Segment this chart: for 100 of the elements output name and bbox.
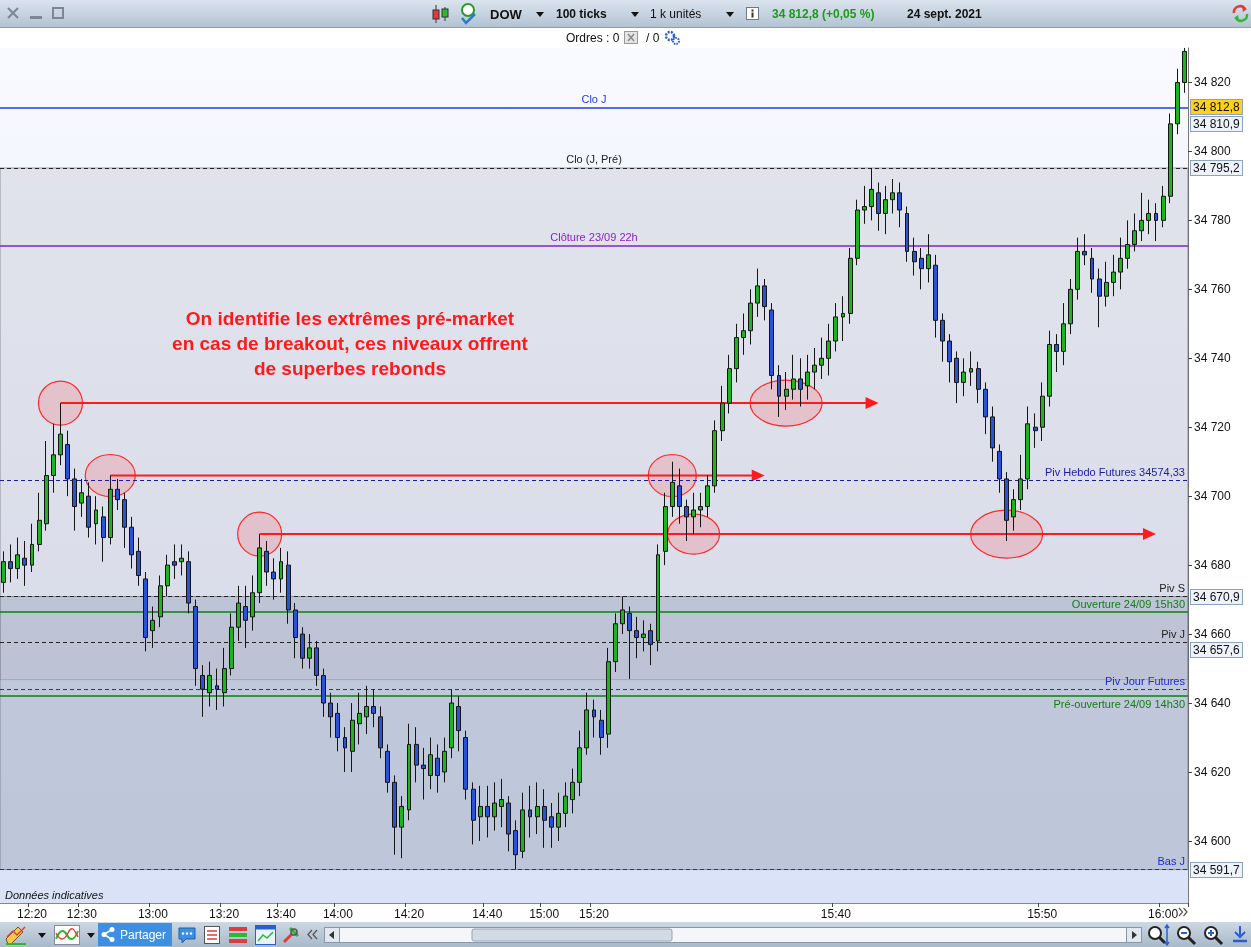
candlestick bbox=[1061, 302, 1066, 366]
candlestick bbox=[592, 699, 596, 739]
candlestick bbox=[172, 543, 177, 580]
x-tick-label: 15:40 bbox=[820, 907, 852, 921]
text: 100 ticks bbox=[556, 7, 607, 21]
y-tick-label: 34 820 bbox=[1194, 75, 1232, 90]
candlestick bbox=[293, 602, 298, 659]
candlestick bbox=[79, 478, 84, 518]
chart-title: DOW bbox=[490, 7, 522, 22]
candlestick bbox=[286, 550, 291, 625]
ref-line-label: Clôture 23/09 22h bbox=[550, 231, 638, 244]
candlestick bbox=[926, 233, 931, 283]
candlestick bbox=[1075, 237, 1080, 301]
y-tick-label: 34 620 bbox=[1194, 764, 1232, 779]
candlestick bbox=[307, 633, 312, 670]
candlestick bbox=[691, 492, 696, 535]
candlestick bbox=[1111, 254, 1116, 297]
x-tick-label: 13:00 bbox=[137, 907, 169, 921]
candlestick bbox=[399, 795, 404, 859]
x-tick-label: 13:40 bbox=[265, 907, 297, 921]
text: 34 657,6 bbox=[1190, 642, 1243, 659]
candlestick bbox=[343, 726, 347, 773]
x-tick-label: 14:40 bbox=[472, 907, 503, 921]
text: 1 k unités bbox=[650, 7, 702, 21]
text: 34 812,8 (+0,05 %) bbox=[772, 7, 875, 21]
candlestick bbox=[414, 726, 419, 783]
candlestick bbox=[656, 543, 660, 652]
candlestick bbox=[513, 819, 518, 871]
candlestick bbox=[712, 419, 717, 494]
candlestick bbox=[51, 423, 56, 494]
candlestick bbox=[1146, 199, 1151, 235]
candlestick bbox=[1175, 68, 1180, 135]
candlestick bbox=[1054, 333, 1059, 373]
candlestick bbox=[641, 619, 646, 652]
candlestick bbox=[876, 181, 881, 232]
text: 24 sept. 2021 bbox=[907, 7, 982, 21]
candlestick bbox=[1118, 237, 1123, 290]
candlestick bbox=[58, 402, 63, 466]
candlestick bbox=[705, 475, 710, 518]
candlestick bbox=[1154, 202, 1158, 242]
y-tick-label: 34 640 bbox=[1194, 696, 1232, 711]
x-tick-label: 12:30 bbox=[66, 907, 98, 921]
candlestick bbox=[207, 661, 212, 707]
candlestick bbox=[990, 406, 995, 463]
candlestick bbox=[819, 337, 824, 380]
text: Partager bbox=[120, 928, 167, 942]
candlestick bbox=[748, 288, 753, 345]
ref-line-label: Clo J bbox=[581, 92, 607, 105]
candlestick bbox=[798, 357, 803, 408]
candlestick bbox=[997, 443, 1002, 494]
candlestick bbox=[158, 574, 163, 628]
candlestick bbox=[954, 350, 959, 404]
candlestick bbox=[143, 571, 148, 652]
candlestick bbox=[727, 354, 732, 414]
candlestick bbox=[350, 702, 355, 773]
candlestick bbox=[542, 788, 547, 849]
candlestick bbox=[94, 495, 98, 545]
candlestick bbox=[777, 364, 781, 418]
candlestick bbox=[1011, 488, 1016, 532]
candlestick bbox=[407, 723, 411, 821]
candlestick bbox=[535, 781, 540, 835]
candlestick bbox=[862, 185, 867, 225]
candlestick bbox=[471, 781, 476, 845]
candlestick bbox=[520, 792, 525, 859]
candlestick bbox=[912, 237, 917, 277]
candlestick bbox=[257, 533, 262, 604]
x-tick-label: 14:20 bbox=[394, 907, 425, 921]
candlestick bbox=[1018, 454, 1023, 511]
candlestick bbox=[663, 492, 668, 566]
candlestick bbox=[236, 585, 241, 642]
candlestick bbox=[606, 647, 611, 749]
x-tick-label: 16:00 bbox=[1148, 907, 1179, 921]
candlestick bbox=[919, 247, 924, 290]
candlestick bbox=[499, 778, 504, 828]
candlestick bbox=[890, 178, 895, 214]
candlestick bbox=[599, 709, 604, 756]
x-tick-label: 13:20 bbox=[209, 907, 240, 921]
candlestick bbox=[1033, 412, 1038, 449]
candlestick bbox=[1168, 113, 1173, 204]
ref-line-label: Pré-ouverture 24/09 14h30 bbox=[1053, 697, 1185, 710]
candlestick bbox=[648, 623, 653, 666]
candlestick bbox=[15, 537, 20, 580]
candlestick bbox=[584, 692, 589, 756]
text: 34 795,2 bbox=[1190, 159, 1243, 176]
candlestick bbox=[321, 668, 326, 718]
candlestick bbox=[186, 550, 191, 614]
candlestick bbox=[1104, 261, 1109, 308]
candlestick bbox=[933, 254, 938, 339]
ref-line-label: Piv Hebdo Futures 34574,33 bbox=[1044, 466, 1185, 479]
text: Ordres : 0 bbox=[566, 31, 620, 45]
candlestick bbox=[961, 357, 966, 397]
candlestick bbox=[620, 596, 625, 635]
candlestick bbox=[357, 692, 362, 745]
candlestick bbox=[769, 302, 774, 390]
candlestick bbox=[1132, 212, 1137, 252]
candlestick bbox=[1139, 192, 1144, 242]
candlestick bbox=[528, 785, 532, 838]
candlestick bbox=[762, 278, 767, 321]
candlestick bbox=[229, 612, 234, 676]
candlestick bbox=[1040, 381, 1045, 442]
